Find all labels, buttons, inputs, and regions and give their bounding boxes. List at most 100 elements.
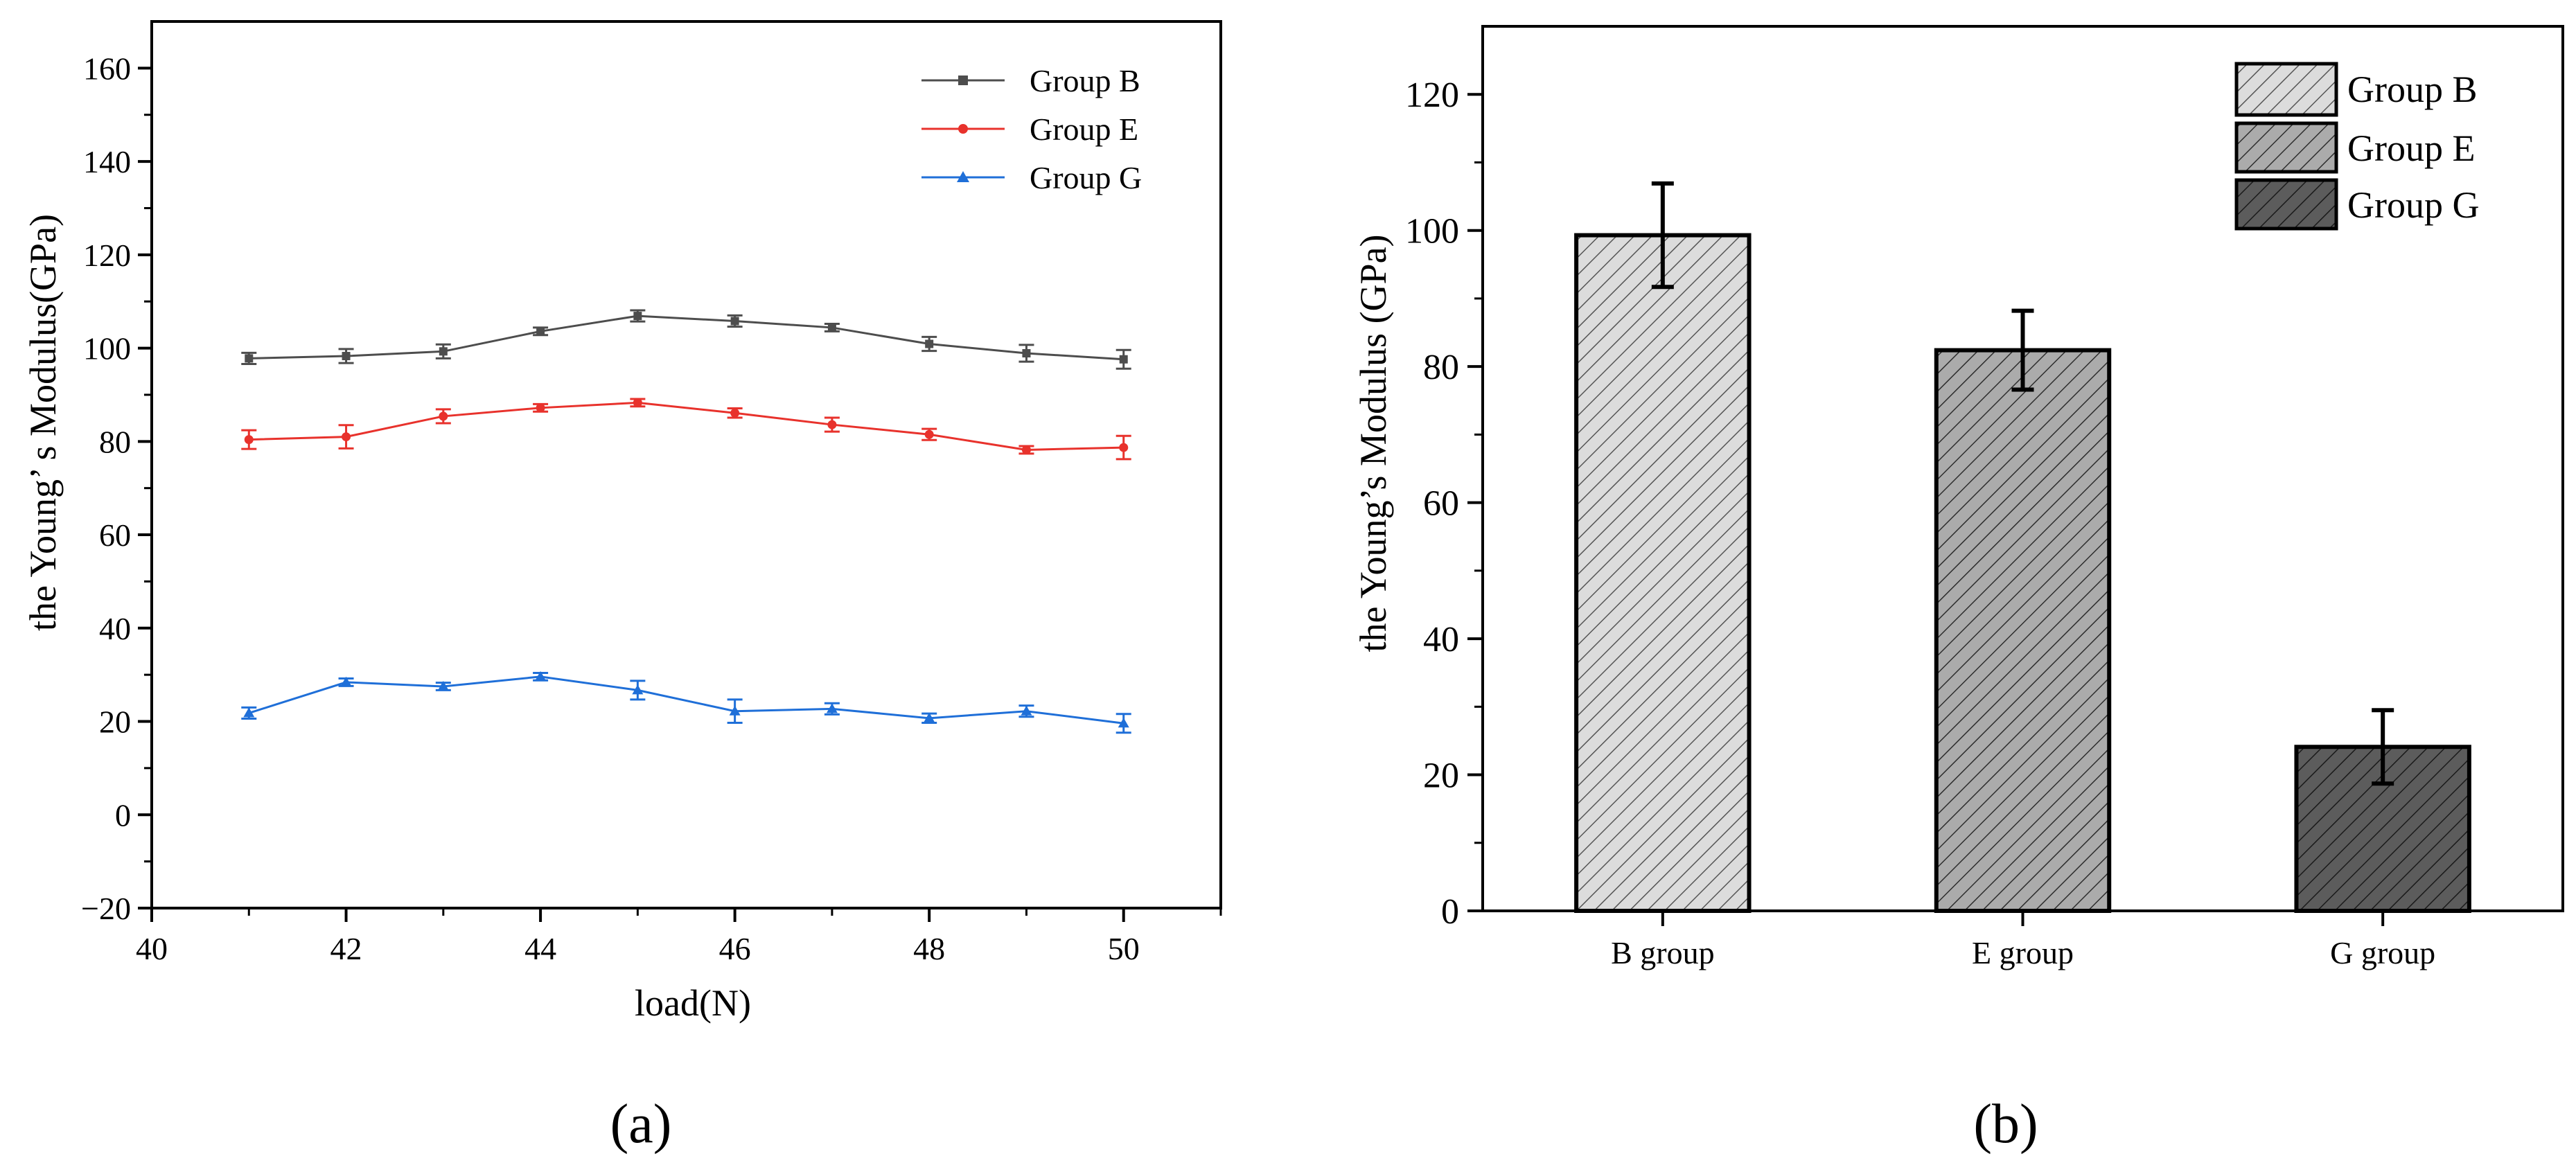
legend-item-group-b: Group B xyxy=(921,63,1140,98)
x-tick-label: 40 xyxy=(136,931,168,966)
y-tick-label: 80 xyxy=(99,424,131,459)
data-point xyxy=(1021,445,1031,454)
y-tick-label: 60 xyxy=(1423,484,1459,524)
legend-swatch-group-g xyxy=(2234,178,2338,231)
data-point xyxy=(342,352,351,361)
panel-b-x-axis: B group E group G group xyxy=(1611,911,2435,970)
bar-b-group xyxy=(1574,181,1752,913)
y-tick-label: 60 xyxy=(99,517,131,553)
bar-g-group xyxy=(2294,708,2471,913)
legend-label-group-b: Group B xyxy=(1030,63,1140,98)
legend-marker-triangle xyxy=(957,171,969,182)
legend-swatch-group-b xyxy=(2234,62,2338,117)
data-point xyxy=(243,707,255,718)
legend-label-group-e: Group E xyxy=(1030,112,1138,147)
data-point xyxy=(632,684,644,695)
panel-a-y-axis: −20 0 20 40 60 80 100 120 140 160 xyxy=(81,51,152,926)
y-tick-label: −20 xyxy=(81,891,131,926)
y-tick-label: 40 xyxy=(99,611,131,646)
data-point xyxy=(245,354,254,363)
bar-e-group xyxy=(1934,308,2112,913)
data-point xyxy=(826,703,838,713)
legend-marker-square xyxy=(958,76,968,85)
y-tick-label: 120 xyxy=(83,238,131,273)
data-point xyxy=(729,705,741,716)
data-point xyxy=(633,312,642,321)
data-point xyxy=(244,435,254,445)
panel-a-line-chart: −20 0 20 40 60 80 100 120 140 160 40 42 44 46 48 50 lo… xyxy=(22,20,1222,1155)
series-line xyxy=(249,314,1124,361)
legend-item-group-b: Group B xyxy=(2234,62,2478,117)
data-point xyxy=(1022,348,1031,357)
y-tick-label: 20 xyxy=(99,704,131,740)
series-line xyxy=(249,401,1124,451)
y-tick-label: 140 xyxy=(83,144,131,179)
legend-label-group-g: Group G xyxy=(2347,184,2479,226)
data-point xyxy=(924,429,934,439)
legend-label-group-e: Group E xyxy=(2347,127,2475,169)
panel-a-x-axis-label: load(N) xyxy=(635,982,751,1024)
data-point xyxy=(633,398,642,407)
panel-a-x-axis: 40 42 44 46 48 50 xyxy=(136,908,1222,966)
y-tick-label: 100 xyxy=(1405,212,1459,251)
panel-a-plot-frame xyxy=(150,20,1222,909)
series-group-b xyxy=(241,309,1131,370)
x-tick-label: 48 xyxy=(913,931,945,966)
x-tick-label: B group xyxy=(1611,935,1715,970)
y-tick-label: 0 xyxy=(115,797,131,833)
series-group-g xyxy=(241,671,1131,734)
y-tick-label: 160 xyxy=(83,51,131,86)
y-tick-label: 40 xyxy=(1423,620,1459,659)
legend-item-group-e: Group E xyxy=(2234,121,2475,174)
data-point xyxy=(437,681,449,691)
panel-b-caption: (b) xyxy=(1973,1094,2038,1155)
data-point xyxy=(1118,718,1129,728)
y-tick-label: 80 xyxy=(1423,348,1459,387)
bar xyxy=(1574,233,1752,913)
x-tick-label: G group xyxy=(2330,935,2435,970)
y-tick-label: 0 xyxy=(1441,892,1459,932)
data-point xyxy=(535,671,547,681)
panel-a-legend: Group B Group E Group G xyxy=(921,63,1142,195)
data-point xyxy=(827,420,837,429)
data-point xyxy=(439,347,448,356)
data-point xyxy=(730,317,739,326)
series-group-e xyxy=(241,398,1131,461)
data-point xyxy=(925,339,934,348)
panel-a-caption: (a) xyxy=(610,1094,672,1155)
legend-item-group-g: Group G xyxy=(921,160,1142,195)
data-point xyxy=(342,432,351,442)
data-point xyxy=(924,712,935,722)
data-point xyxy=(1119,443,1129,452)
bar xyxy=(1934,348,2112,913)
legend-item-group-e: Group E xyxy=(921,112,1138,147)
panel-a-series xyxy=(241,309,1131,734)
panel-b-bar-chart: 0 20 40 60 80 100 120 B group E group G group th… xyxy=(1352,25,2564,1155)
legend-label-group-b: Group B xyxy=(2347,69,2478,110)
x-tick-label: E group xyxy=(1972,935,2074,970)
series-line xyxy=(248,675,1124,725)
legend-item-group-g: Group G xyxy=(2234,178,2479,231)
legend-label-group-g: Group G xyxy=(1030,160,1142,195)
data-point xyxy=(340,676,352,686)
legend-marker-circle xyxy=(958,124,968,134)
y-tick-label: 120 xyxy=(1405,76,1459,115)
legend-swatch-group-e xyxy=(2234,121,2338,174)
data-point xyxy=(1021,705,1032,716)
data-point xyxy=(730,408,740,418)
x-tick-label: 42 xyxy=(330,931,362,966)
data-point xyxy=(1119,355,1128,364)
data-point xyxy=(536,327,545,336)
y-tick-label: 100 xyxy=(83,331,131,366)
data-point xyxy=(439,411,448,421)
panel-b-legend: Group B Group E Group G xyxy=(2234,62,2479,231)
y-tick-label: 20 xyxy=(1423,756,1459,796)
data-point xyxy=(536,403,545,413)
data-point xyxy=(827,323,836,332)
panel-a-y-axis-label: the Young’ s Modulus(GPa) xyxy=(22,214,64,631)
panel-b-bars xyxy=(1574,181,2471,913)
x-tick-label: 46 xyxy=(719,931,751,966)
panel-b-y-axis-label: the Young’s Modulus (GPa) xyxy=(1352,234,1394,652)
panel-b-y-axis: 0 20 40 60 80 100 120 xyxy=(1405,76,1483,932)
